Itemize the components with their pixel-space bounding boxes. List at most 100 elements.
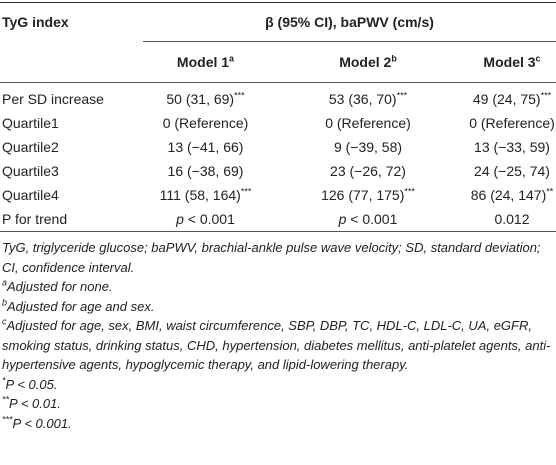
- model-header: Model 3c: [468, 41, 556, 83]
- footnote-text: P < 0.05.: [5, 376, 58, 392]
- cell-text: Quartile2: [2, 139, 59, 155]
- table-cell: 16 (−38, 69): [143, 159, 268, 183]
- table-cell: 53 (36, 70)***: [268, 83, 468, 112]
- superscript: ***: [2, 414, 13, 425]
- table-cell: 0 (Reference): [143, 111, 268, 135]
- table-cell: 86 (24, 147)**: [468, 183, 556, 207]
- superscript: b: [391, 53, 397, 64]
- cell-text: 13 (−33, 59): [474, 139, 550, 155]
- table-row: Quartile3 16 (−38, 69) 23 (−26, 72) 24 (−25…: [0, 159, 556, 183]
- table-cell: Quartile4: [0, 183, 143, 207]
- superscript: **: [2, 394, 10, 405]
- cell-text: 126 (77, 175): [321, 187, 405, 203]
- table-cell: 0 (Reference): [268, 111, 468, 135]
- table-cell: 50 (31, 69)***: [143, 83, 268, 112]
- superscript: ***: [240, 186, 252, 197]
- header-row: Model 1a Model 2b Model 3c: [0, 41, 556, 83]
- cell-text: 24 (−25, 74): [474, 163, 550, 179]
- header-row: TyG index β (95% CI), baPWV (cm/s): [0, 2, 556, 42]
- cell-text: 0 (Reference): [325, 115, 411, 131]
- table-cell: p < 0.001: [268, 207, 468, 232]
- table-cell: 0 (Reference): [468, 111, 556, 135]
- cell-text: Quartile4: [2, 187, 59, 203]
- footnote-text: Adjusted for age and sex.: [7, 298, 155, 314]
- table-row: P for trend p < 0.001 p < 0.001 0.012: [0, 207, 556, 232]
- cell-text: Per SD increase: [2, 91, 104, 107]
- table-row: Per SD increase 50 (31, 69)*** 53 (36, 70)…: [0, 83, 556, 112]
- cell-text: 53 (36, 70): [328, 91, 397, 107]
- table-cell: 24 (−25, 74): [468, 159, 556, 183]
- table-cell: 49 (24, 75)***: [468, 83, 556, 112]
- table-cell: 13 (−33, 59): [468, 135, 556, 159]
- superscript: a: [2, 277, 8, 288]
- footnote: TyG, triglyceride glucose; baPWV, brachi…: [2, 238, 554, 277]
- cell-text: 13 (−41, 66): [167, 139, 244, 155]
- table-row: Quartile4 111 (58, 164)*** 126 (77, 175)**…: [0, 183, 556, 207]
- superscript: a: [229, 53, 235, 64]
- model-name: Model 3: [483, 54, 536, 70]
- superscript: ***: [234, 90, 245, 101]
- cell-text: < 0.001: [350, 211, 398, 227]
- table-cell: Per SD increase: [0, 83, 143, 112]
- footnote-text: P < 0.001.: [12, 415, 72, 431]
- table-cell: Quartile3: [0, 159, 143, 183]
- footnote-text: Adjusted for none.: [7, 279, 113, 294]
- superscript: *: [2, 375, 6, 386]
- table-cell: 13 (−41, 66): [143, 135, 268, 159]
- cell-text: 23 (−26, 72): [330, 163, 406, 179]
- cell-text: 86 (24, 147): [470, 187, 547, 203]
- footnote-text: TyG, triglyceride glucose; baPWV, brachi…: [2, 240, 541, 275]
- header-cell: TyG index: [2, 14, 69, 31]
- superscript: c: [535, 53, 541, 64]
- table-cell: P for trend: [0, 207, 143, 232]
- superscript: ***: [540, 90, 552, 101]
- table-body: Per SD increase 50 (31, 69)*** 53 (36, 70)…: [0, 83, 556, 232]
- cell-text: 111 (58, 164): [159, 187, 241, 203]
- table-cell: 9 (−39, 58): [268, 135, 468, 159]
- superscript: **: [546, 186, 554, 197]
- footnote-text: Adjusted for age, sex, BMI, waist circum…: [2, 318, 551, 372]
- italic-symbol: p: [176, 211, 184, 227]
- header-cell: [0, 41, 143, 83]
- group-header: β (95% CI), baPWV (cm/s): [143, 2, 556, 42]
- italic-symbol: p: [338, 211, 347, 227]
- table-row: Quartile2 13 (−41, 66) 9 (−39, 58) 13 (−33,…: [0, 135, 556, 159]
- model-header: Model 1a: [143, 41, 268, 83]
- footnote: *P < 0.05.: [2, 375, 554, 395]
- cell-text: 16 (−38, 69): [167, 163, 244, 179]
- table-row: Quartile1 0 (Reference) 0 (Reference) 0 (Re…: [0, 111, 556, 135]
- table-cell: 111 (58, 164)***: [143, 183, 268, 207]
- cell-text: 49 (24, 75): [472, 91, 541, 107]
- table-cell: 0.012: [468, 207, 556, 232]
- footnote: bAdjusted for age and sex.: [2, 297, 554, 317]
- superscript: b: [2, 297, 8, 308]
- table-cell: Quartile2: [0, 135, 143, 159]
- table-cell: p < 0.001: [143, 207, 268, 232]
- cell-text: 0 (Reference): [162, 115, 249, 131]
- cell-text: P for trend: [2, 211, 68, 227]
- cell-text: Quartile3: [2, 163, 59, 179]
- cell-text: 50 (31, 69): [166, 91, 235, 107]
- model-name: Model 1: [176, 54, 230, 70]
- cell-text: 0 (Reference): [469, 115, 555, 131]
- table-cell: 23 (−26, 72): [268, 159, 468, 183]
- cell-text: < 0.001: [187, 211, 235, 227]
- cell-text: Quartile1: [2, 115, 59, 131]
- superscript: c: [2, 316, 7, 327]
- table-cell: 126 (77, 175)***: [268, 183, 468, 207]
- footnote: **P < 0.01.: [2, 394, 554, 414]
- footnotes: TyG, triglyceride glucose; baPWV, brachi…: [0, 232, 556, 433]
- footnote: cAdjusted for age, sex, BMI, waist circu…: [2, 316, 554, 375]
- cell-text: 0.012: [494, 211, 530, 227]
- table-cell: Quartile1: [0, 111, 143, 135]
- results-table: TyG index β (95% CI), baPWV (cm/s) Model…: [0, 2, 556, 232]
- superscript: ***: [404, 186, 415, 197]
- footnote-text: P < 0.01.: [9, 396, 61, 411]
- footnote: aAdjusted for none.: [2, 277, 554, 297]
- cell-text: 9 (−39, 58): [333, 139, 403, 155]
- superscript: ***: [396, 90, 408, 101]
- footnote: ***P < 0.001.: [2, 414, 554, 434]
- model-header: Model 2b: [268, 41, 468, 83]
- model-name: Model 2: [339, 54, 392, 70]
